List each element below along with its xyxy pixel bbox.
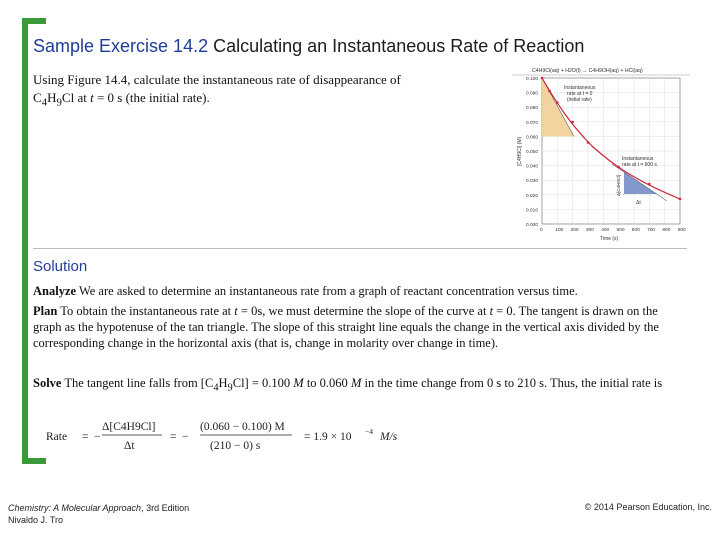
footer-book-title: Chemistry: A Molecular Approach — [8, 503, 142, 513]
solve-molar-2: M — [350, 376, 362, 390]
figure-reaction-header: C4H9Cl(aq) + H2O(l) → C4H9OH(aq) + HCl(a… — [532, 68, 643, 74]
analyze-paragraph: Analyze We are asked to determine an ins… — [33, 283, 673, 299]
y-tick-label: 0.100 — [526, 76, 538, 82]
x-tick-label: 700 — [647, 227, 655, 233]
eq-frac2-numerator: (0.060 − 0.100) M — [200, 421, 285, 433]
solve-paragraph: Solve The tangent line falls from [C4H9C… — [33, 375, 673, 397]
plan-text-b: = 0s, we must determine the slope of the… — [237, 304, 490, 318]
solve-label: Solve — [33, 376, 62, 390]
plan-label: Plan — [33, 304, 58, 318]
solve-sub-4: 4 — [213, 382, 219, 394]
y-tick-label: 0.000 — [526, 222, 538, 228]
question-line-2-end: = 0 s (the initial rate). — [93, 90, 210, 105]
eq-frac1-numerator: Δ[C4H9Cl] — [102, 421, 155, 433]
plan-text-a: To obtain the instantaneous rate at — [57, 304, 235, 318]
delta-concentration-label: Δ[C4H9Cl] — [616, 175, 621, 196]
x-tick-label: 200 — [571, 227, 579, 233]
solve-text-d: to 0.060 — [303, 376, 351, 390]
formula-h: H — [47, 90, 57, 105]
y-tick-label: 0.080 — [526, 105, 538, 111]
eq-result: = 1.9 × 10 — [304, 431, 352, 443]
x-tick-label: 900 — [678, 227, 686, 233]
eq-minus-2: − — [182, 431, 189, 443]
curve-data-points — [540, 76, 682, 201]
x-tick-label: 0 — [540, 227, 543, 233]
solve-text-a: The tangent line falls from [C — [61, 376, 214, 390]
footer-copyright: © 2014 Pearson Education, Inc. — [584, 502, 712, 512]
eq-frac2-denominator: (210 − 0) s — [210, 440, 261, 452]
solve-molar-1: M — [293, 376, 304, 390]
x-axis-ticks: 0 100 200 300 400 500 600 700 800 900 — [540, 227, 686, 233]
y-tick-label: 0.050 — [526, 149, 538, 155]
plan-time-symbol-2: t — [489, 304, 494, 318]
solution-heading: Solution — [33, 258, 88, 275]
green-bracket-top — [22, 18, 46, 24]
y-axis-label: [C4H9Cl] (M) — [517, 136, 523, 166]
solve-text-b: H — [218, 376, 228, 390]
solve-sub-9: 9 — [227, 382, 233, 394]
x-tick-label: 500 — [617, 227, 625, 233]
title-exercise-number: Sample Exercise 14.2 — [33, 36, 209, 56]
annotation-600s-rate-1: Instantaneous — [622, 156, 654, 162]
y-tick-label: 0.070 — [526, 120, 538, 126]
eq-minus-1: − — [94, 431, 101, 443]
y-tick-label: 0.030 — [526, 178, 538, 184]
slide-title: Sample Exercise 14.2 Calculating an Inst… — [33, 36, 584, 57]
eq-equals-2: = — [170, 431, 177, 443]
eq-frac1-denominator: Δt — [124, 440, 135, 452]
title-text: Calculating an Instantaneous Rate of Rea… — [213, 36, 585, 56]
y-tick-label: 0.010 — [526, 207, 538, 213]
question-line-1: Using Figure 14.4, calculate the instant… — [33, 72, 401, 87]
y-axis-ticks: 0.100 0.090 0.080 0.070 0.060 0.050 0.040 0.030… — [526, 76, 538, 228]
y-tick-label: 0.060 — [526, 134, 538, 140]
figure-14-4-graph: C4H9Cl(aq) + H2O(l) → C4H9OH(aq) + HCl(a… — [512, 68, 690, 242]
annotation-initial-rate-2: rate at t = 0 — [567, 91, 593, 97]
section-divider — [33, 248, 687, 249]
x-tick-label: 300 — [586, 227, 594, 233]
concentration-curve — [541, 77, 681, 200]
x-tick-label: 600 — [632, 227, 640, 233]
tangent-line-600s — [611, 163, 668, 202]
formula-sub-4: 4 — [41, 96, 48, 109]
green-bracket-bottom — [22, 458, 46, 464]
formula-cl: Cl at — [61, 90, 91, 105]
x-tick-label: 400 — [601, 227, 609, 233]
eq-rate-label: Rate — [46, 431, 67, 443]
plan-text-c: = 0. The tangent is drawn on the graph a… — [33, 304, 659, 350]
eq-equals-1: = — [82, 431, 89, 443]
annotation-initial-rate-1: Instantaneous — [564, 85, 596, 91]
y-tick-label: 0.020 — [526, 193, 538, 199]
green-bracket-vertical — [22, 18, 28, 464]
annotation-600s-rate-2: rate at t = 600 s — [622, 162, 657, 168]
solve-text-e: in the time change from 0 s to 210 s. Th… — [361, 376, 663, 390]
y-tick-label: 0.090 — [526, 91, 538, 97]
footer-author: Nivaldo J. Tro — [8, 515, 64, 525]
annotation-initial-rate-3: (initial rate) — [567, 97, 592, 103]
y-tick-label: 0.040 — [526, 164, 538, 170]
eq-exponent: −4 — [365, 427, 373, 436]
analyze-label: Analyze — [33, 284, 77, 298]
x-axis-label: Time (s) — [600, 236, 618, 242]
formula-c: C — [33, 90, 42, 105]
gridlines — [542, 78, 680, 224]
rate-equation: Rate = − Δ[C4H9Cl] Δt = − (0.060 − 0.100… — [46, 421, 398, 452]
time-symbol: t — [90, 90, 94, 105]
x-tick-label: 800 — [662, 227, 670, 233]
eq-units: M/s — [379, 431, 398, 443]
plan-time-symbol-1: t — [234, 304, 238, 318]
delta-time-label: Δt — [636, 200, 641, 206]
footer-edition: , 3rd Edition — [141, 503, 190, 513]
formula-sub-9: 9 — [56, 96, 62, 109]
exercise-question: Using Figure 14.4, calculate the instant… — [33, 71, 503, 112]
plan-paragraph: Plan To obtain the instantaneous rate at… — [33, 303, 673, 351]
analyze-text: We are asked to determine an instantaneo… — [76, 284, 578, 298]
x-tick-label: 100 — [555, 227, 563, 233]
solve-text-c: Cl] = 0.100 — [232, 376, 294, 390]
footer-book-credit: Chemistry: A Molecular Approach, 3rd Edi… — [8, 502, 189, 526]
